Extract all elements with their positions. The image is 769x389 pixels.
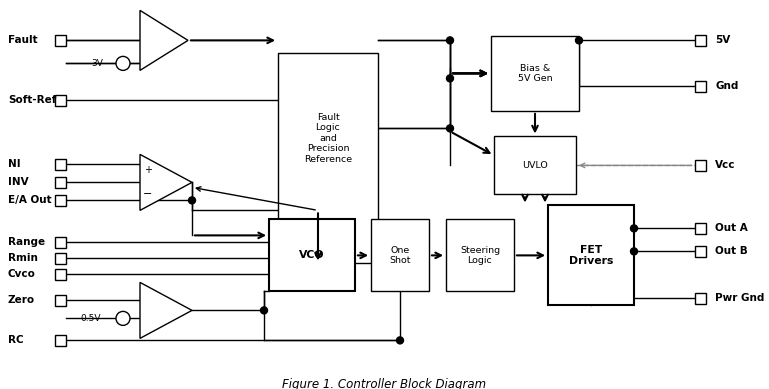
Text: FET
Drivers: FET Drivers bbox=[569, 245, 613, 266]
Text: Gnd: Gnd bbox=[715, 81, 738, 91]
Text: +: + bbox=[144, 165, 152, 175]
Text: NI: NI bbox=[8, 159, 21, 169]
Text: Vcc: Vcc bbox=[715, 160, 735, 170]
Bar bbox=[371, 219, 429, 291]
Text: −: − bbox=[143, 189, 153, 200]
Text: VCO: VCO bbox=[299, 251, 325, 260]
Circle shape bbox=[116, 311, 130, 325]
Circle shape bbox=[631, 225, 638, 232]
Text: One
Shot: One Shot bbox=[389, 246, 411, 265]
Circle shape bbox=[447, 37, 454, 44]
Circle shape bbox=[116, 56, 130, 70]
Text: INV: INV bbox=[8, 177, 28, 187]
Bar bbox=[55, 335, 65, 346]
Polygon shape bbox=[140, 11, 188, 70]
Bar bbox=[694, 81, 705, 92]
Text: Pwr Gnd: Pwr Gnd bbox=[715, 293, 764, 303]
Circle shape bbox=[575, 37, 582, 44]
Bar bbox=[494, 137, 576, 194]
Polygon shape bbox=[140, 154, 192, 210]
Text: Fault: Fault bbox=[8, 35, 38, 46]
Bar bbox=[278, 53, 378, 263]
Bar bbox=[55, 237, 65, 248]
Bar bbox=[55, 269, 65, 280]
Text: Steering
Logic: Steering Logic bbox=[460, 246, 500, 265]
Circle shape bbox=[447, 125, 454, 132]
Text: 5V: 5V bbox=[715, 35, 731, 46]
Bar bbox=[55, 159, 65, 170]
Text: E/A Out: E/A Out bbox=[8, 195, 52, 205]
Bar bbox=[694, 293, 705, 304]
Bar bbox=[55, 95, 65, 106]
Bar bbox=[694, 223, 705, 234]
Text: Bias &
5V Gen: Bias & 5V Gen bbox=[518, 64, 552, 83]
Bar bbox=[548, 205, 634, 305]
Bar bbox=[55, 177, 65, 188]
Text: Rmin: Rmin bbox=[8, 253, 38, 263]
Text: Out B: Out B bbox=[715, 246, 747, 256]
Bar bbox=[269, 219, 355, 291]
Bar bbox=[55, 253, 65, 264]
Text: 0.5V: 0.5V bbox=[81, 314, 101, 323]
Circle shape bbox=[188, 197, 195, 204]
Bar bbox=[55, 35, 65, 46]
Text: Out A: Out A bbox=[715, 223, 747, 233]
Circle shape bbox=[631, 248, 638, 255]
Text: Zero: Zero bbox=[8, 295, 35, 305]
Text: Figure 1. Controller Block Diagram: Figure 1. Controller Block Diagram bbox=[282, 378, 487, 389]
Text: Fault
Logic
and
Precision
Reference: Fault Logic and Precision Reference bbox=[304, 113, 352, 164]
Bar bbox=[55, 195, 65, 206]
Circle shape bbox=[397, 337, 404, 344]
Polygon shape bbox=[140, 282, 192, 338]
Text: Cvco: Cvco bbox=[8, 270, 36, 279]
Bar bbox=[55, 295, 65, 306]
Bar bbox=[694, 35, 705, 46]
Bar bbox=[491, 36, 579, 111]
Text: Soft-Ref: Soft-Ref bbox=[8, 95, 56, 105]
Bar bbox=[694, 246, 705, 257]
Bar bbox=[446, 219, 514, 291]
Text: 3V: 3V bbox=[91, 59, 103, 68]
Text: UVLO: UVLO bbox=[522, 161, 548, 170]
Text: Range: Range bbox=[8, 237, 45, 247]
Circle shape bbox=[447, 75, 454, 82]
Circle shape bbox=[261, 307, 268, 314]
Bar bbox=[694, 160, 705, 171]
Text: RC: RC bbox=[8, 335, 24, 345]
